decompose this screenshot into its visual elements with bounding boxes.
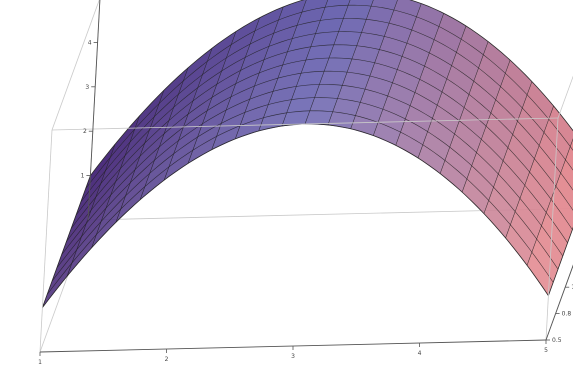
mesh-line-y (439, 41, 489, 174)
mesh-line-y (66, 144, 116, 277)
z-tick-label: 4 (88, 39, 92, 46)
y-tick-label: 1.1 (571, 284, 573, 291)
mesh-line-y (258, 0, 307, 132)
x-tick-label: 5 (544, 347, 548, 354)
mesh-line-y (395, 13, 444, 146)
box-edge-8 (557, 75, 573, 119)
x-tick-label: 2 (165, 356, 169, 363)
z-tick-label: 5 (90, 0, 94, 2)
box-edge-9 (39, 129, 53, 353)
mesh-line-y (304, 0, 351, 125)
y-tick-label: 0.8 (562, 311, 572, 318)
mesh-line-y (235, 6, 284, 139)
z-tick-label: 1 (81, 173, 85, 180)
z-tick-label: 3 (85, 84, 89, 91)
mesh-line-x (90, 0, 573, 176)
mesh-line-y (163, 48, 213, 181)
mesh-line-y (417, 25, 467, 159)
x-tick-label: 3 (291, 353, 295, 360)
x-tick-label: 1 (38, 359, 42, 366)
mesh-line-y (327, 0, 374, 126)
box-edge-7 (51, 0, 100, 131)
mesh-line-y (281, 0, 329, 127)
box-edge-10 (545, 117, 559, 341)
mesh-line-y (187, 31, 237, 164)
z-axis-line (87, 0, 101, 221)
mesh-line-y (461, 60, 511, 193)
mesh-line-y (211, 17, 260, 150)
mesh-line-y (526, 138, 573, 266)
x-tick-label: 4 (418, 350, 422, 357)
y-axis-line (545, 264, 573, 341)
y-tick-label: 0.5 (552, 337, 562, 344)
mesh-line-y (350, 0, 398, 129)
z-tick-label: 2 (83, 128, 87, 135)
mesh-line-y (139, 67, 189, 200)
surface-patch (570, 138, 573, 151)
mesh-line-y (42, 175, 91, 308)
mesh-line-y (115, 90, 165, 223)
mesh-line-y (483, 81, 533, 214)
bounding-box-front (39, 0, 573, 353)
surface (42, 0, 573, 308)
mesh-line-y (373, 3, 422, 136)
mesh-line-y (91, 115, 140, 248)
box-edge-6 (51, 117, 559, 131)
mesh-line-y (505, 105, 554, 239)
mesh-line-y (548, 226, 573, 296)
